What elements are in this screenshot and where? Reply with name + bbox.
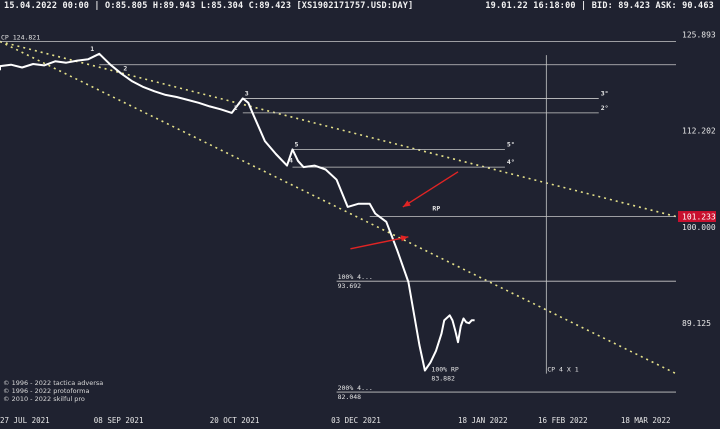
red-arrow xyxy=(402,171,459,208)
horizontal-levels xyxy=(0,41,676,393)
wave-label: 5 xyxy=(294,140,298,148)
level-label: CP 4 X 1 xyxy=(547,366,578,374)
x-tick-label: 16 FEB 2022 xyxy=(538,416,588,425)
wave-label: 2° xyxy=(601,104,609,112)
y-tick-label: 112.202 xyxy=(682,127,716,136)
level-label: 83.882 xyxy=(431,375,455,383)
copyright-line: © 2010 - 2022 skilful pro xyxy=(3,395,85,403)
channel-upper-line xyxy=(0,40,677,218)
red-arrow xyxy=(350,236,409,250)
channel-lower-line xyxy=(0,40,677,375)
y-tick-label: 89.125 xyxy=(682,319,711,328)
header-bid-ask: 19.01.22 16:18:00 | BID: 89.423 ASK: 90.… xyxy=(485,1,714,11)
wave-label: 2 xyxy=(234,104,238,112)
current-price-label: 101.233 xyxy=(682,213,716,222)
wave-label: 4° xyxy=(507,158,515,166)
y-tick-label: 100.000 xyxy=(682,223,716,232)
level-label: 100% 4... xyxy=(338,273,373,281)
channel-lines xyxy=(0,40,677,375)
wave-label: RP xyxy=(432,204,440,212)
level-label: 82.048 xyxy=(338,393,362,401)
annotation-arrows xyxy=(350,171,459,250)
x-tick-label: 18 JAN 2022 xyxy=(458,416,508,425)
x-tick-label: 08 SEP 2021 xyxy=(94,416,144,425)
level-label: 93.692 xyxy=(338,282,362,290)
x-axis: 27 JUL 2021 08 SEP 2021 20 OCT 2021 03 DEC … xyxy=(0,416,670,425)
wave-label: 1 xyxy=(90,45,94,53)
wave-label: 3° xyxy=(601,89,609,97)
y-tick-label: 125.893 xyxy=(682,30,716,39)
wave-label: 4 xyxy=(289,157,293,165)
wave-label: 3 xyxy=(245,89,249,97)
price-line xyxy=(0,52,475,372)
red-arrow-head xyxy=(402,200,411,207)
red-arrow-head xyxy=(400,235,409,242)
x-tick-label: 03 DEC 2021 xyxy=(331,416,381,425)
price-series xyxy=(0,52,475,372)
level-label: 100% RP xyxy=(431,366,458,374)
level-label: 200% 4... xyxy=(338,384,373,392)
current-price-badge xyxy=(678,211,716,223)
x-tick-label: 27 JUL 2021 xyxy=(0,416,50,425)
x-tick-label: 20 OCT 2021 xyxy=(210,416,260,425)
wave-label: 2 xyxy=(123,65,127,73)
copyright-line: © 1996 - 2022 protoforma xyxy=(3,387,90,395)
wave-label: 5° xyxy=(507,140,515,148)
copyright-line: © 1996 - 2022 tactica adversa xyxy=(3,379,104,387)
header-quote-info: 15.04.2022 00:00 | O:85.805 H:89.943 L:8… xyxy=(4,1,414,11)
x-tick-label: 18 MAR 2022 xyxy=(621,416,671,425)
y-axis: 125.893 112.202 100.000 89.125 101.233 xyxy=(678,30,716,328)
level-label: CP 124.821 xyxy=(1,34,40,42)
